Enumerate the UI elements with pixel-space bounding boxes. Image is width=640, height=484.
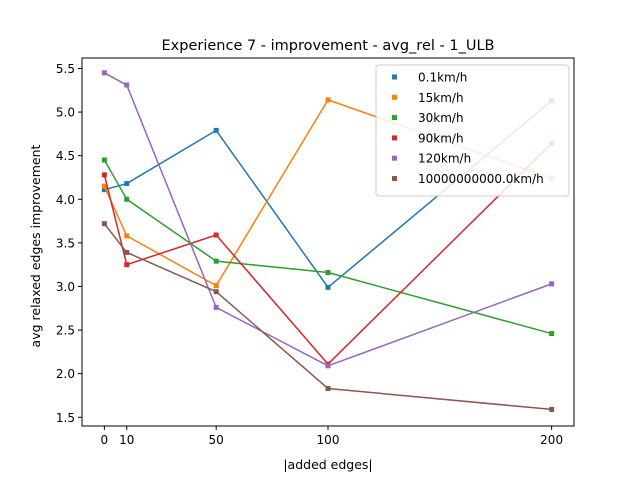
data-point-0-0 — [101, 187, 107, 193]
data-point-5-1 — [124, 249, 130, 255]
data-point-0-2 — [213, 127, 219, 133]
legend-label-5: 10000000000.0km/h — [418, 172, 544, 186]
data-point-5-2 — [213, 289, 219, 295]
data-point-4-0 — [101, 70, 107, 76]
legend-label-4: 120km/h — [418, 152, 471, 166]
legend-marker-4 — [392, 155, 397, 161]
legend-marker-1 — [392, 94, 397, 100]
x-tick-label-4: 200 — [540, 433, 563, 447]
legend-marker-3 — [392, 135, 397, 141]
data-point-4-2 — [213, 304, 219, 310]
data-point-5-4 — [549, 406, 555, 412]
data-point-3-1 — [124, 262, 130, 268]
data-point-1-1 — [124, 233, 130, 239]
data-point-2-2 — [213, 258, 219, 264]
y-tick-label-0: 1.5 — [56, 411, 75, 425]
data-point-4-1 — [124, 82, 130, 88]
legend: 0.1km/h 15km/h 30km/h 90km/h 120km/h 10000000… — [375, 64, 570, 197]
data-point-2-4 — [549, 331, 555, 337]
data-point-5-0 — [101, 221, 107, 227]
data-point-1-3 — [325, 97, 331, 103]
legend-marker-5 — [392, 176, 397, 181]
y-tick-label-3: 3.0 — [56, 280, 75, 294]
data-point-1-2 — [213, 283, 219, 289]
data-point-1-0 — [101, 183, 107, 189]
data-point-2-1 — [124, 196, 130, 202]
legend-label-0: 0.1km/h — [418, 71, 467, 85]
data-point-3-2 — [213, 232, 219, 238]
data-point-3-0 — [101, 172, 107, 178]
x-tick-label-1: 10 — [119, 433, 134, 447]
y-tick-label-4: 3.5 — [56, 236, 75, 250]
y-axis-label: avg relaxed edges improvement — [28, 144, 43, 347]
legend-label-2: 30km/h — [418, 111, 464, 125]
x-axis-label: |added edges| — [283, 457, 372, 472]
data-point-0-3 — [325, 284, 331, 290]
data-point-2-0 — [101, 157, 107, 163]
y-tick-label-6: 4.5 — [56, 149, 75, 163]
x-tick-label-2: 50 — [209, 433, 224, 447]
data-point-4-4 — [549, 281, 555, 287]
y-tick-label-2: 2.5 — [56, 324, 75, 338]
legend-label-1: 15km/h — [418, 91, 464, 105]
plot-area: 0 10 50 100 200 1.5 2.0 2.5 3.0 3.5 4.0 4.5 5.0 5.5 — [56, 57, 575, 447]
y-tick-label-5: 4.0 — [56, 193, 75, 207]
chart-title: Experience 7 - improvement - avg_rel - 1… — [162, 38, 495, 54]
y-tick-label-7: 5.0 — [56, 106, 75, 120]
legend-marker-2 — [392, 115, 397, 121]
data-point-4-3 — [325, 363, 331, 369]
y-tick-label-1: 2.0 — [56, 367, 75, 381]
data-point-5-3 — [325, 386, 331, 392]
legend-marker-0 — [392, 74, 397, 80]
legend-box — [375, 64, 570, 197]
data-point-0-1 — [124, 181, 130, 187]
x-tick-label-3: 100 — [317, 433, 340, 447]
y-tick-label-8: 5.5 — [56, 62, 75, 76]
legend-label-3: 90km/h — [418, 131, 464, 145]
data-point-2-3 — [325, 270, 331, 276]
x-tick-label-0: 0 — [101, 433, 109, 447]
